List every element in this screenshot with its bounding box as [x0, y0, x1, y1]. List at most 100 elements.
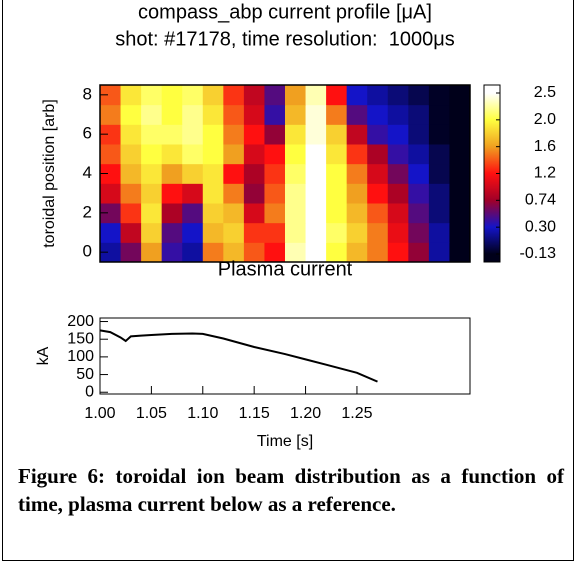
heat-cell: [285, 144, 307, 165]
heat-cell: [305, 104, 327, 125]
heat-cell: [285, 222, 307, 243]
heat-cell: [346, 203, 368, 224]
heat-cell: [408, 163, 430, 184]
heat-cell: [387, 104, 409, 125]
heat-cell: [264, 144, 286, 165]
heat-cell: [161, 163, 183, 184]
heat-cell: [449, 104, 471, 125]
heat-cell: [408, 242, 430, 263]
heat-cell: [182, 242, 204, 263]
colorbar-tick-label: 0.74: [525, 192, 556, 209]
heat-cell: [120, 183, 142, 204]
heat-cell: [182, 222, 204, 243]
heat-cell: [428, 163, 450, 184]
heat-cell: [367, 242, 389, 263]
heat-cell: [387, 183, 409, 204]
heat-cell: [202, 183, 224, 204]
heat-cell: [346, 163, 368, 184]
heat-cell: [305, 203, 327, 224]
heat-cell: [141, 124, 163, 145]
heat-cell: [326, 183, 348, 204]
heat-cell: [346, 124, 368, 145]
colorbar-tick-label: -0.13: [520, 245, 557, 262]
heat-cell: [264, 104, 286, 125]
heat-cell: [100, 222, 122, 243]
heat-cell: [223, 242, 245, 263]
heat-cell: [326, 163, 348, 184]
heat-cell: [141, 222, 163, 243]
heat-cell: [120, 144, 142, 165]
colorbar-tick-label: 1.2: [534, 165, 556, 182]
heat-cell: [182, 104, 204, 125]
heat-cell: [305, 124, 327, 145]
heat-cell: [120, 222, 142, 243]
heat-cell: [100, 183, 122, 204]
heat-cell: [141, 183, 163, 204]
heat-cell: [367, 222, 389, 243]
heat-cell: [120, 203, 142, 224]
heat-cell: [243, 85, 265, 106]
heat-cell: [408, 144, 430, 165]
heat-cell: [285, 104, 307, 125]
heat-cell: [141, 203, 163, 224]
heat-cell: [408, 124, 430, 145]
x-axis-label: Time [s]: [257, 433, 313, 450]
plot-frame: [99, 317, 471, 395]
heat-cell: [367, 183, 389, 204]
heat-cell: [202, 104, 224, 125]
heat-cell: [449, 183, 471, 204]
heat-cell: [387, 222, 409, 243]
y-tick-label: 150: [67, 330, 94, 347]
heat-cell: [305, 183, 327, 204]
heat-cell: [202, 242, 224, 263]
heat-cell: [305, 144, 327, 165]
heat-cell: [346, 104, 368, 125]
heat-cell: [285, 124, 307, 145]
heat-cell: [100, 163, 122, 184]
heat-cell: [428, 144, 450, 165]
heat-cell: [305, 242, 327, 263]
heat-cell: [120, 242, 142, 263]
heat-cell: [202, 203, 224, 224]
heat-cell: [326, 85, 348, 106]
heat-cell: [182, 144, 204, 165]
heat-cell: [285, 163, 307, 184]
heat-cell: [161, 242, 183, 263]
colorbar-tick-label: 1.6: [534, 138, 556, 155]
heat-cell: [428, 183, 450, 204]
heat-cell: [346, 222, 368, 243]
heat-cell: [202, 124, 224, 145]
heat-cell: [346, 242, 368, 263]
heat-cell: [202, 85, 224, 106]
y-axis-label: kA: [35, 346, 52, 365]
heat-cell: [285, 183, 307, 204]
y-axis-label: toroidal position [arb]: [41, 99, 58, 248]
y-tick-label: 4: [83, 163, 92, 182]
heat-cell: [161, 124, 183, 145]
heat-cell: [223, 163, 245, 184]
heat-cell: [305, 222, 327, 243]
heat-cell: [100, 124, 122, 145]
heat-cell: [367, 203, 389, 224]
x-tick-label: 1.20: [290, 405, 321, 422]
heat-cell: [449, 242, 471, 263]
y-tick-label: 8: [83, 84, 92, 103]
heat-cell: [100, 85, 122, 106]
heat-cell: [367, 144, 389, 165]
heat-cell: [120, 85, 142, 106]
heat-cell: [449, 222, 471, 243]
heat-cell: [449, 203, 471, 224]
heat-cell: [243, 104, 265, 125]
heat-cell: [182, 163, 204, 184]
chart-subtitle: shot: #17178, time resolution: 1000μs: [115, 28, 455, 50]
heat-cell: [428, 85, 450, 106]
heat-cell: [408, 183, 430, 204]
heat-cell: [161, 85, 183, 106]
heat-cell: [100, 104, 122, 125]
heat-cell: [326, 203, 348, 224]
heat-cell: [408, 104, 430, 125]
heat-cell: [305, 85, 327, 106]
heat-cell: [264, 183, 286, 204]
